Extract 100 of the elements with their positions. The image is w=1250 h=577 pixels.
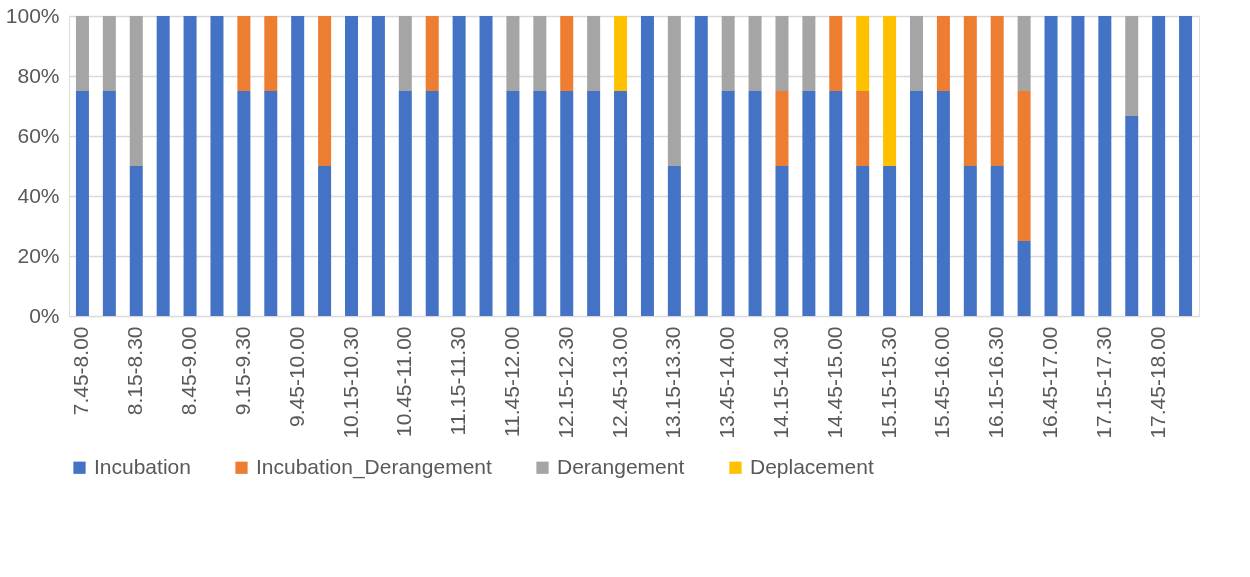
bar [291,16,305,316]
bar [910,16,923,91]
x-tick-label: 13.15-13.30 [661,326,685,439]
bar [990,16,1004,166]
bar [1017,241,1031,316]
bar [1071,16,1085,316]
x-tick-label: 7.45-8.00 [69,326,93,416]
bar [829,91,843,316]
y-tick-label: 20% [17,243,60,267]
x-tick-label: 10.45-11.00 [392,326,416,438]
bar [371,16,385,316]
bar [345,16,358,316]
bar [883,16,897,166]
bar [129,16,143,166]
bar [264,91,278,316]
bar [1125,115,1139,316]
legend-label: Deplacement [750,454,874,478]
bar [210,16,224,316]
bar [75,16,89,91]
y-tick-label: 40% [17,183,60,207]
bar [425,91,439,316]
bar [1044,16,1058,316]
bar [748,16,762,91]
bar [614,91,628,316]
bar [667,16,681,166]
x-tick-label: 16.45-17.00 [1038,326,1062,439]
x-tick-label: 16.15-16.30 [984,326,1008,439]
bar [721,91,735,316]
bar [829,16,843,91]
x-tick-label: 11.15-11.30 [446,326,470,436]
bar [479,16,493,316]
bar [775,91,789,166]
x-tick-label: 15.45-16.00 [930,326,954,439]
bar [667,166,681,316]
bar [398,91,412,316]
bar [910,91,923,316]
legend-label: Derangement [557,454,685,478]
bar [506,16,520,91]
x-tick-label: 12.45-13.00 [607,326,631,439]
x-tick-label: 8.15-8.30 [123,326,147,416]
bar [694,16,708,316]
bar [533,16,547,91]
bar [587,91,601,316]
x-tick-label: 14.45-15.00 [822,326,846,439]
bar [587,16,601,91]
bar [129,166,143,316]
bar [1125,16,1139,116]
x-tick-label: 17.45-18.00 [1145,326,1169,439]
bar [318,16,332,166]
bar [506,91,520,316]
bar [936,16,950,91]
bar [748,91,762,316]
x-tick-label: 11.45-12.00 [499,326,523,438]
bar [1179,16,1193,316]
bar [237,16,251,91]
bar [1152,16,1166,316]
bar [990,166,1004,316]
legend-label: Incubation_Derangement [256,454,492,479]
x-tick-label: 15.15-15.30 [876,326,900,439]
x-tick-label: 12.15-12.30 [553,326,577,439]
bar [398,16,412,91]
bar [936,91,950,316]
y-tick-label: 0% [29,303,60,327]
bar [264,16,278,91]
bar [721,16,735,91]
bar [883,166,897,316]
bar [156,16,170,316]
bar [533,91,547,316]
bar [560,91,574,316]
x-tick-label: 9.15-9.30 [230,326,254,416]
bar [425,16,439,91]
bar [75,91,89,316]
bar [452,16,466,316]
bar [1017,16,1031,91]
x-tick-label: 14.15-14.30 [768,326,792,439]
bar [1017,91,1031,241]
bar [963,166,977,316]
bar [560,16,574,91]
bar [237,91,251,316]
x-tick-label: 17.15-17.30 [1091,326,1115,439]
x-tick-label: 10.15-10.30 [338,326,362,439]
bar [856,91,870,166]
bar [318,166,332,316]
x-tick-label: 13.45-14.00 [715,326,739,439]
bar [775,166,789,316]
bar [183,16,197,316]
bar [1098,16,1112,316]
bar [802,16,816,91]
bar [775,16,789,91]
x-tick-label: 8.45-9.00 [177,326,201,416]
y-tick-label: 60% [17,123,60,147]
y-tick-label: 100% [5,3,60,27]
bar [102,91,116,316]
bar [802,91,816,316]
x-tick-label: 9.45-10.00 [284,326,308,427]
bar [856,16,870,91]
bar [640,16,654,316]
legend-label: Incubation [94,454,191,478]
bar [614,16,628,91]
bar [963,16,977,166]
